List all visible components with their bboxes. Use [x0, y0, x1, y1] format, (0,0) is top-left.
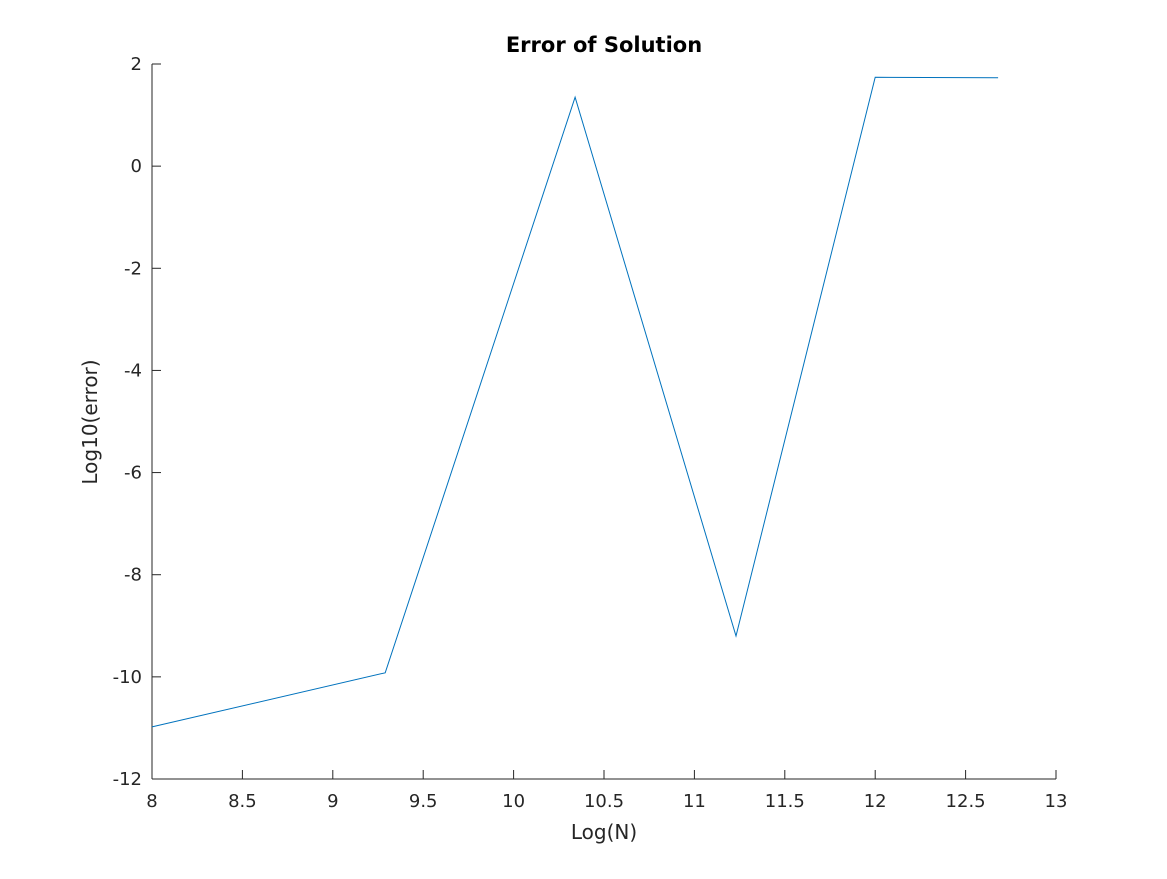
y-tick-label: -10	[113, 667, 142, 688]
x-tick-label: 13	[1045, 791, 1068, 812]
plot-area	[151, 76, 999, 728]
y-tick-label: -2	[124, 258, 142, 279]
chart-title: Error of Solution	[506, 33, 702, 57]
y-axis-label: Log10(error)	[78, 359, 102, 484]
y-tick-label: 2	[131, 54, 142, 75]
y-axis: -12 -10 -8 -6 -4 -2 0 2	[113, 54, 161, 790]
x-tick-label: 8	[146, 791, 157, 812]
y-tick-label: -6	[124, 463, 142, 484]
x-tick-label: 10	[502, 791, 525, 812]
y-tick-label: -8	[124, 565, 142, 586]
x-axis: 8 8.5 9 9.5 10 10.5 11 11.5 12 12.5 13	[146, 770, 1067, 812]
x-tick-label: 11	[683, 791, 706, 812]
y-tick-label: -12	[113, 769, 142, 790]
x-tick-label: 8.5	[228, 791, 257, 812]
x-tick-label: 10.5	[584, 791, 624, 812]
x-tick-label: 9.5	[409, 791, 438, 812]
x-tick-label: 12	[864, 791, 887, 812]
axes	[151, 64, 1056, 780]
series-line	[151, 76, 999, 728]
x-tick-label: 11.5	[765, 791, 805, 812]
x-axis-label: Log(N)	[571, 820, 637, 844]
y-tick-label: -4	[124, 360, 142, 381]
x-tick-label: 12.5	[946, 791, 986, 812]
y-tick-label: 0	[131, 156, 142, 177]
x-tick-label: 9	[327, 791, 338, 812]
